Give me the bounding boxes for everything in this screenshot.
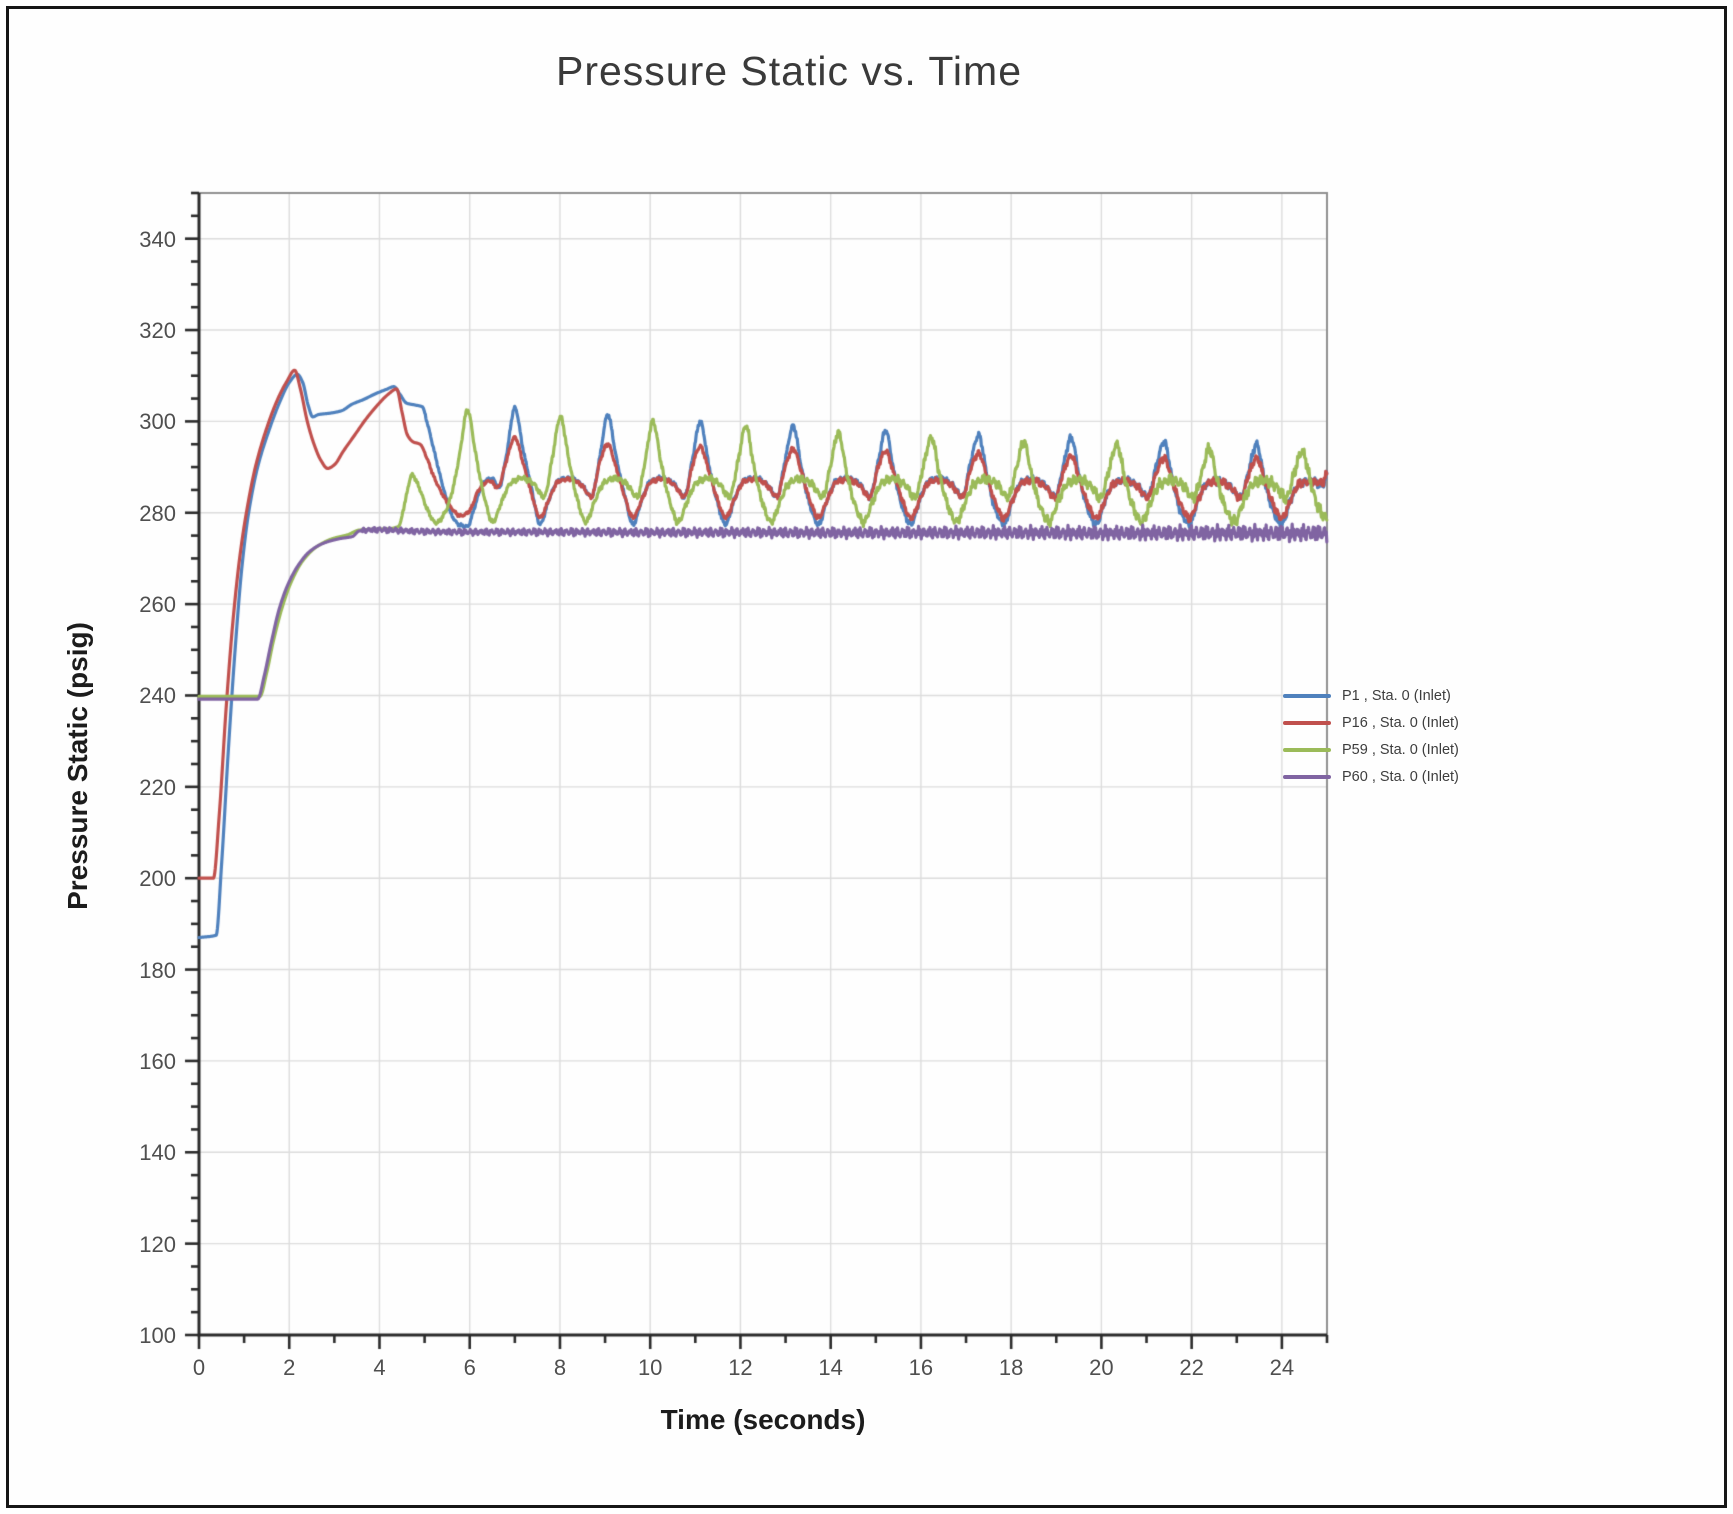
- x-tick-label-24: 24: [1269, 1355, 1295, 1380]
- legend-item-p1: P1 , Sta. 0 (Inlet): [1283, 682, 1459, 709]
- legend-line-icon: [1283, 747, 1331, 752]
- x-tick-label-18: 18: [998, 1355, 1024, 1380]
- x-tick-label-6: 6: [463, 1355, 476, 1380]
- y-tick-label-140: 140: [139, 1140, 176, 1166]
- x-tick-label-2: 2: [283, 1355, 296, 1380]
- y-tick-label-100: 100: [139, 1323, 176, 1348]
- x-tick-label-20: 20: [1089, 1355, 1114, 1380]
- y-tick-label-120: 120: [139, 1231, 176, 1257]
- chart-title: Pressure Static vs. Time: [555, 48, 1022, 94]
- x-tick-label-22: 22: [1179, 1355, 1204, 1380]
- legend-item-p60: P60 , Sta. 0 (Inlet): [1283, 763, 1459, 790]
- legend-label: P16 , Sta. 0 (Inlet): [1342, 714, 1459, 731]
- x-tick-label-12: 12: [728, 1355, 753, 1380]
- y-tick-label-160: 160: [139, 1048, 176, 1074]
- legend-item-p59: P59 , Sta. 0 (Inlet): [1283, 736, 1459, 763]
- y-tick-label-300: 300: [139, 409, 176, 435]
- x-tick-label-14: 14: [818, 1355, 843, 1380]
- y-tick-label-280: 280: [139, 500, 176, 526]
- legend-line-icon: [1283, 693, 1331, 698]
- x-tick-label-4: 4: [373, 1355, 386, 1380]
- x-axis-title: Time (seconds): [660, 1404, 866, 1435]
- y-tick-label-340: 340: [139, 226, 176, 252]
- y-axis-title: Pressure Static (psig): [62, 622, 93, 910]
- x-tick-label-16: 16: [908, 1355, 934, 1380]
- legend-label: P59 , Sta. 0 (Inlet): [1342, 741, 1459, 758]
- y-tick-label-220: 220: [139, 774, 176, 800]
- legend: P1 , Sta. 0 (Inlet) P16 , Sta. 0 (Inlet)…: [1283, 682, 1459, 790]
- y-tick-label-200: 200: [139, 866, 176, 892]
- x-tick-label-8: 8: [553, 1355, 567, 1380]
- legend-label: P1 , Sta. 0 (Inlet): [1342, 687, 1451, 704]
- y-tick-label-260: 260: [139, 592, 176, 618]
- x-tick-label-10: 10: [637, 1355, 663, 1380]
- y-tick-label-240: 240: [139, 683, 176, 709]
- legend-line-icon: [1283, 720, 1331, 725]
- y-tick-label-180: 180: [139, 957, 176, 983]
- legend-line-icon: [1283, 774, 1331, 779]
- legend-label: P60 , Sta. 0 (Inlet): [1342, 768, 1459, 785]
- x-tick-label-0: 0: [192, 1355, 206, 1380]
- y-tick-label-320: 320: [139, 318, 176, 344]
- legend-item-p16: P16 , Sta. 0 (Inlet): [1283, 709, 1459, 736]
